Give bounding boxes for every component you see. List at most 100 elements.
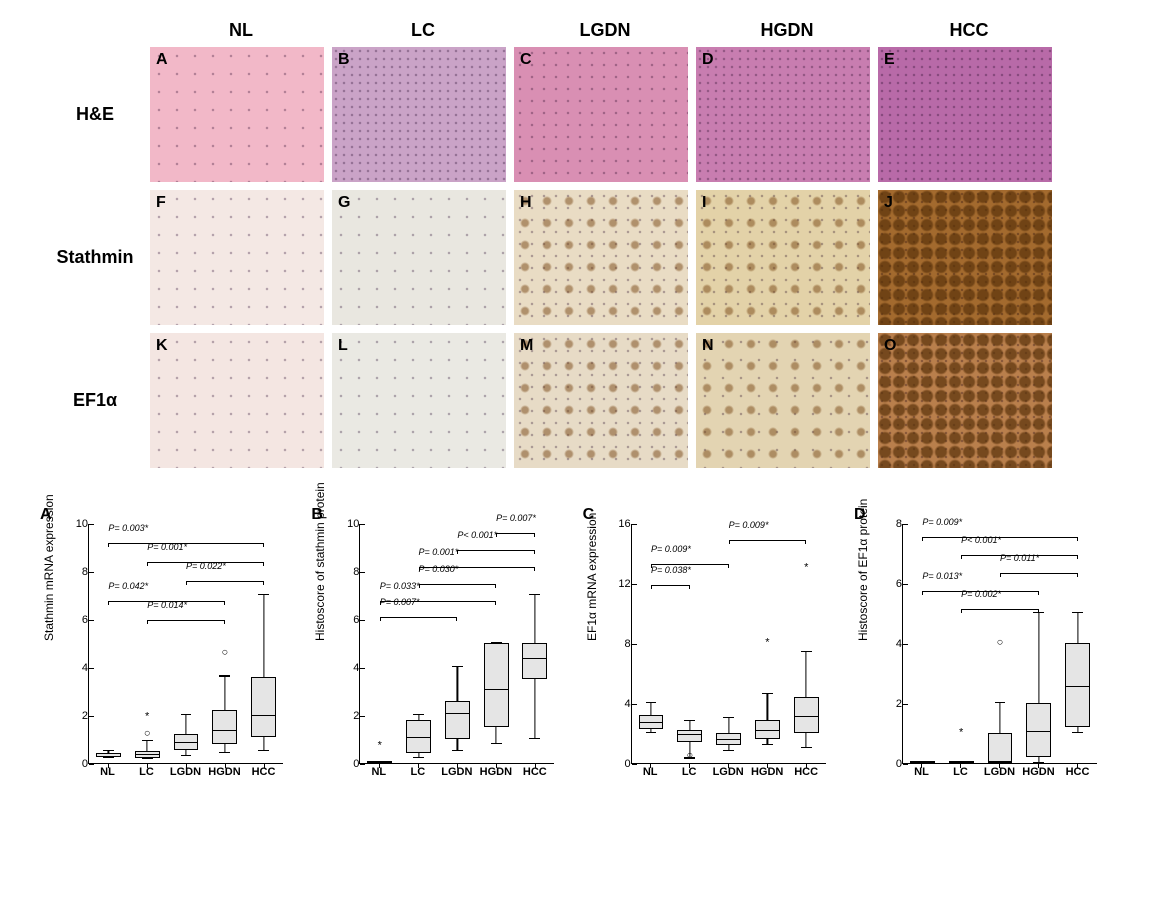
micrograph-grid: NLLCLGDNHGDNHCC H&EABCDEStathminFGHIJEF1…	[40, 20, 1109, 476]
image-row: H&EABC DE	[40, 47, 1109, 182]
panel-letter: K	[156, 337, 168, 355]
x-tick: LGDN	[166, 766, 205, 786]
x-tick: HGDN	[748, 766, 787, 786]
x-tick: HGDN	[1019, 766, 1058, 786]
significance-bracket	[380, 617, 458, 621]
micrograph-tile: J	[878, 190, 1052, 325]
significance-label: P= 0.022*	[186, 561, 226, 571]
significance-label: P= 0.013*	[922, 571, 962, 581]
micrograph-tile: N	[696, 333, 870, 468]
image-row: StathminFGHIJ	[40, 190, 1109, 325]
significance-bracket	[496, 533, 535, 537]
significance-label: P= 0.011*	[1000, 553, 1039, 563]
plot-area: ○*○P= 0.003*P= 0.001*P= 0.022*P= 0.042*P…	[88, 524, 283, 764]
significance-label: P= 0.001*	[419, 547, 459, 557]
y-tick: 4	[882, 638, 902, 650]
panel-letter: I	[702, 194, 706, 212]
significance-label: P= 0.009*	[922, 517, 962, 527]
y-tick: 0	[68, 758, 88, 770]
micrograph-tile: O	[878, 333, 1052, 468]
x-tick: HCC	[1058, 766, 1097, 786]
figure-root: NLLCLGDNHGDNHCC H&EABCDEStathminFGHIJEF1…	[40, 20, 1109, 806]
panel-letter: C	[520, 51, 532, 69]
y-tick: 4	[68, 662, 88, 674]
significance-label: P= 0.002*	[961, 589, 1001, 599]
micrograph-tile: F	[150, 190, 324, 325]
column-header: LC	[332, 20, 514, 47]
micrograph-tile: G	[332, 190, 506, 325]
y-tick: 4	[339, 662, 359, 674]
significance-bracket	[961, 609, 1039, 613]
micrograph-tile: A	[150, 47, 324, 182]
micrograph-tile: B	[332, 47, 506, 182]
y-axis-label: Histoscore of stathmin protein	[313, 482, 327, 641]
micrograph-tile: D	[696, 47, 870, 182]
panel-letter: G	[338, 194, 350, 212]
row-label: EF1α	[40, 390, 150, 411]
x-tick: LGDN	[437, 766, 476, 786]
y-tick: 6	[68, 614, 88, 626]
significance-label: P= 0.007*	[380, 597, 420, 607]
significance-label: P= 0.033*	[380, 581, 420, 591]
micrograph-tile: L	[332, 333, 506, 468]
y-tick: 10	[68, 518, 88, 530]
boxplot-chart: DHistoscore of EF1α protein02468*○P= 0.0…	[854, 506, 1109, 806]
column-header: HGDN	[696, 20, 878, 47]
column-header: NL	[150, 20, 332, 47]
y-tick: 8	[611, 638, 631, 650]
x-tick: HGDN	[476, 766, 515, 786]
x-tick: LC	[398, 766, 437, 786]
significance-label: P= 0.009*	[651, 544, 691, 554]
plot-area: *○P= 0.009*P< 0.001*P= 0.011*P= 0.013*P=…	[902, 524, 1097, 764]
significance-label: P= 0.038*	[651, 565, 691, 575]
x-tick: HCC	[787, 766, 826, 786]
row-label: H&E	[40, 104, 150, 125]
y-tick: 12	[611, 578, 631, 590]
significance-bracket	[729, 540, 807, 544]
y-tick: 10	[339, 518, 359, 530]
significance-bracket	[1000, 573, 1078, 577]
panel-letter: L	[338, 337, 348, 355]
image-row: EF1α K L MN O	[40, 333, 1109, 468]
plot-area: ○**P= 0.009*P= 0.009*P= 0.038*	[631, 524, 826, 764]
y-tick: 0	[882, 758, 902, 770]
significance-label: P= 0.001*	[147, 542, 187, 552]
panel-letter: H	[520, 194, 532, 212]
y-tick: 6	[339, 614, 359, 626]
panel-letter: N	[702, 337, 714, 355]
x-tick: NL	[902, 766, 941, 786]
significance-bracket	[186, 581, 264, 585]
x-tick: HCC	[244, 766, 283, 786]
boxplot-chart: CEF1α mRNA expression0481216○**P= 0.009*…	[583, 506, 838, 806]
y-axis-label: EF1α mRNA expression	[585, 513, 599, 641]
x-tick: NL	[359, 766, 398, 786]
significance-label: P= 0.007*	[496, 513, 536, 523]
y-tick: 16	[611, 518, 631, 530]
micrograph-tile: H	[514, 190, 688, 325]
y-axis-label: Histoscore of EF1α protein	[856, 499, 870, 641]
micrograph-tile: E	[878, 47, 1052, 182]
y-axis-label: Stathmin mRNA expression	[42, 494, 56, 641]
significance-bracket	[147, 620, 225, 624]
micrograph-tile: I	[696, 190, 870, 325]
plot-area: *P= 0.007*P< 0.001*P= 0.001*P= 0.030*P= …	[359, 524, 554, 764]
panel-letter: E	[884, 51, 895, 69]
y-tick: 8	[882, 518, 902, 530]
micrograph-tile: M	[514, 333, 688, 468]
x-tick: LGDN	[980, 766, 1019, 786]
x-tick: HCC	[515, 766, 554, 786]
x-tick: NL	[631, 766, 670, 786]
significance-label: P< 0.001*	[457, 530, 497, 540]
y-tick: 4	[611, 698, 631, 710]
boxplot-chart: AStathmin mRNA expression0246810○*○P= 0.…	[40, 506, 295, 806]
x-tick: LC	[941, 766, 980, 786]
y-tick: 8	[339, 566, 359, 578]
significance-label: P= 0.014*	[147, 600, 187, 610]
y-tick: 0	[611, 758, 631, 770]
x-tick: LC	[127, 766, 166, 786]
x-tick: LC	[670, 766, 709, 786]
x-tick: NL	[88, 766, 127, 786]
significance-label: P= 0.030*	[419, 564, 459, 574]
significance-label: P< 0.001*	[961, 535, 1001, 545]
boxplot-chart: BHistoscore of stathmin protein0246810*P…	[311, 506, 566, 806]
